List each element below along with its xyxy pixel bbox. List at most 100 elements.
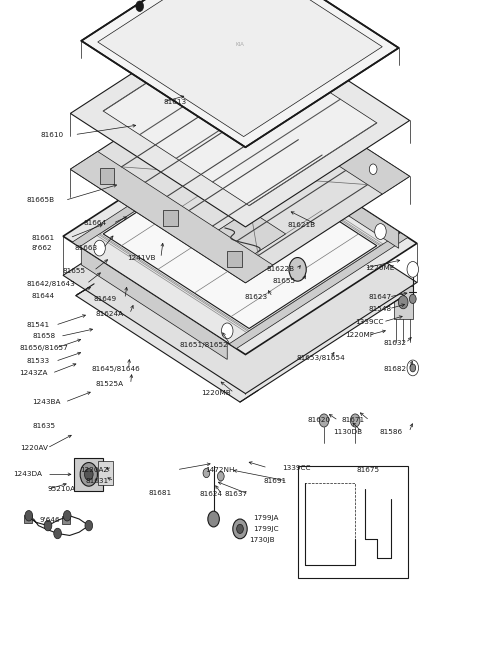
Text: 1130DB: 1130DB <box>334 429 363 436</box>
Polygon shape <box>98 0 382 137</box>
Text: KIA: KIA <box>236 42 244 47</box>
Text: 81658: 81658 <box>33 333 56 340</box>
Circle shape <box>85 520 93 531</box>
Text: 81548: 81548 <box>369 306 392 312</box>
Circle shape <box>63 510 71 521</box>
Circle shape <box>407 261 419 277</box>
Text: 1241VB: 1241VB <box>127 255 156 261</box>
Polygon shape <box>72 131 251 247</box>
Circle shape <box>409 294 416 304</box>
Bar <box>298 466 408 578</box>
Circle shape <box>94 240 105 256</box>
Circle shape <box>231 254 239 264</box>
Bar <box>74 458 103 491</box>
Text: 81541: 81541 <box>26 322 49 328</box>
Text: 81637: 81637 <box>225 491 248 497</box>
Polygon shape <box>207 63 409 194</box>
Polygon shape <box>103 151 377 328</box>
Text: 81675: 81675 <box>356 466 379 473</box>
Text: 81651/81652: 81651/81652 <box>180 342 229 348</box>
Text: 81655: 81655 <box>62 267 85 274</box>
Text: 1220AZ: 1220AZ <box>81 466 109 473</box>
Text: 1799JA: 1799JA <box>253 514 279 521</box>
Circle shape <box>25 510 33 521</box>
Circle shape <box>208 511 219 527</box>
Text: 1220MB: 1220MB <box>202 390 231 396</box>
Text: 81635: 81635 <box>33 422 56 429</box>
Text: 81642/81643: 81642/81643 <box>26 281 75 287</box>
Text: 81613: 81613 <box>163 99 186 105</box>
Circle shape <box>221 323 233 339</box>
Circle shape <box>103 171 111 181</box>
Text: 81681: 81681 <box>149 489 172 496</box>
Text: 1799JC: 1799JC <box>253 526 279 532</box>
Polygon shape <box>71 7 409 227</box>
Polygon shape <box>71 63 409 283</box>
Polygon shape <box>100 168 114 184</box>
Text: 81649: 81649 <box>94 296 117 302</box>
Polygon shape <box>63 125 417 355</box>
Text: 81682: 81682 <box>384 366 407 373</box>
Polygon shape <box>81 0 399 147</box>
Circle shape <box>217 472 224 481</box>
Text: 81621B: 81621B <box>287 221 315 228</box>
Text: 81664: 81664 <box>84 220 107 227</box>
Circle shape <box>54 528 61 539</box>
Text: 8'662: 8'662 <box>31 245 52 252</box>
Text: 81665B: 81665B <box>26 197 55 204</box>
Text: 81533: 81533 <box>26 358 49 365</box>
Polygon shape <box>76 189 404 402</box>
Circle shape <box>237 524 243 533</box>
Text: 81610: 81610 <box>41 131 64 138</box>
Circle shape <box>319 414 329 427</box>
Text: 81586: 81586 <box>379 429 402 436</box>
Bar <box>394 286 413 319</box>
Bar <box>305 483 355 565</box>
Circle shape <box>398 296 408 309</box>
Circle shape <box>241 81 249 92</box>
Circle shape <box>233 519 247 539</box>
Text: 81644: 81644 <box>31 292 54 299</box>
Text: 81632: 81632 <box>384 340 407 346</box>
Polygon shape <box>81 248 227 359</box>
Text: 1243BA: 1243BA <box>33 399 61 405</box>
Circle shape <box>407 360 419 376</box>
Text: 81620: 81620 <box>307 417 330 424</box>
Polygon shape <box>194 210 286 269</box>
Circle shape <box>375 223 386 239</box>
Text: 1339CC: 1339CC <box>282 464 311 471</box>
Circle shape <box>410 364 416 372</box>
Text: 81525A: 81525A <box>96 381 124 388</box>
Polygon shape <box>253 137 399 248</box>
Text: 81655: 81655 <box>273 278 296 284</box>
Polygon shape <box>63 164 417 394</box>
Polygon shape <box>229 233 408 349</box>
Polygon shape <box>164 210 178 225</box>
Text: 81624A: 81624A <box>96 311 124 317</box>
Text: 81653/81654: 81653/81654 <box>297 355 346 361</box>
Text: 95210A: 95210A <box>47 486 75 493</box>
Circle shape <box>203 468 210 478</box>
Text: 1730JB: 1730JB <box>250 537 275 543</box>
Text: 1220AV: 1220AV <box>20 445 48 451</box>
Circle shape <box>44 520 52 531</box>
Text: 81624: 81624 <box>199 491 222 497</box>
Text: 1339CC: 1339CC <box>355 319 384 325</box>
Text: 81631: 81631 <box>85 478 108 484</box>
Text: 81647: 81647 <box>369 294 392 300</box>
Circle shape <box>84 468 93 480</box>
Text: 1220MF: 1220MF <box>346 332 374 338</box>
Bar <box>62 516 70 524</box>
Text: 1243ZA: 1243ZA <box>19 370 48 376</box>
Circle shape <box>369 164 377 175</box>
Text: 1243DA: 1243DA <box>13 471 42 478</box>
Circle shape <box>80 463 97 486</box>
Text: 1220ME: 1220ME <box>365 265 394 271</box>
Polygon shape <box>71 152 273 283</box>
Text: 81623: 81623 <box>245 294 268 300</box>
Polygon shape <box>228 251 242 267</box>
Polygon shape <box>103 28 377 206</box>
Text: 81622B: 81622B <box>266 266 295 273</box>
Circle shape <box>350 414 360 427</box>
Text: 81663: 81663 <box>74 245 97 252</box>
